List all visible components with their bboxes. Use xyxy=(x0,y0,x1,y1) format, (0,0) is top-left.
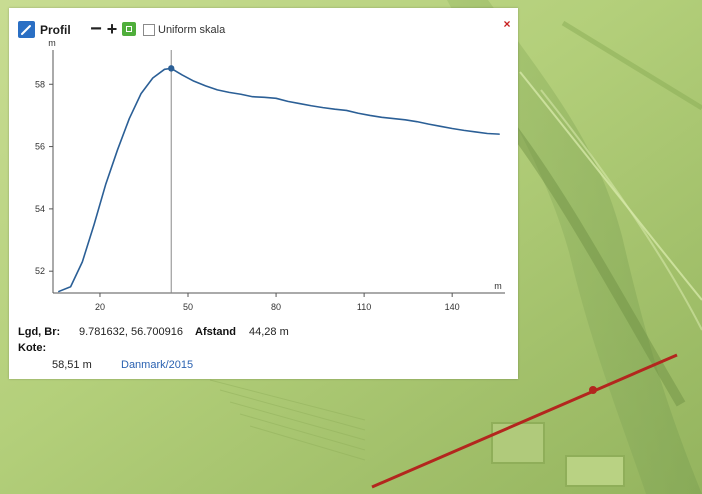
zoom-out-button[interactable]: − xyxy=(90,18,102,40)
x-axis-label: m xyxy=(494,281,502,291)
green-square-button[interactable] xyxy=(122,22,136,36)
profile-route-line xyxy=(371,353,678,489)
elevation-profile-chart: m m 52 54 56 58 20 50 80 110 140 xyxy=(35,38,505,312)
map-building-2 xyxy=(565,455,625,487)
x-tick-label: 50 xyxy=(183,302,193,312)
profile-title: Profil xyxy=(40,22,71,37)
profile-point-marker xyxy=(168,65,175,72)
map-road-line xyxy=(496,108,686,407)
route-position-marker xyxy=(589,386,597,394)
x-tick-label: 20 xyxy=(95,302,105,312)
coords-label: Lgd, Br: xyxy=(18,326,61,338)
map-building xyxy=(491,422,545,464)
close-icon[interactable]: × xyxy=(503,17,511,31)
zoom-in-button[interactable]: + xyxy=(106,19,118,39)
x-tick-label: 80 xyxy=(271,302,281,312)
distance-value: 44,28 m xyxy=(249,326,289,338)
map-field-edge-2 xyxy=(540,89,702,331)
map-stripes xyxy=(209,379,366,461)
y-tick-label: 52 xyxy=(35,266,45,276)
y-tick-label: 58 xyxy=(35,79,45,89)
elevation-line xyxy=(58,67,500,293)
distance-label: Afstand xyxy=(195,326,236,338)
dataset-link[interactable]: Danmark/2015 xyxy=(121,359,194,371)
height-value: 58,51 m xyxy=(52,359,92,371)
height-label: Kote: xyxy=(18,342,47,354)
x-tick-label: 110 xyxy=(357,302,371,312)
y-tick-label: 54 xyxy=(35,204,45,214)
map-field-edge xyxy=(519,71,702,301)
coords-value: 9.781632, 56.700916 xyxy=(79,326,183,338)
y-axis-label: m xyxy=(48,38,56,48)
x-tick-label: 140 xyxy=(445,302,460,312)
uniform-scale-label: Uniform skala xyxy=(158,23,226,36)
profile-icon xyxy=(18,21,35,38)
uniform-scale-checkbox[interactable] xyxy=(143,24,155,36)
profile-panel: m m 52 54 56 58 20 50 80 110 140 Profil − + Unifor… xyxy=(9,8,518,379)
profile-toolbar: Profil − + Uniform skala × xyxy=(9,8,518,46)
y-tick-label: 56 xyxy=(35,142,45,152)
map-field-line xyxy=(561,20,702,111)
